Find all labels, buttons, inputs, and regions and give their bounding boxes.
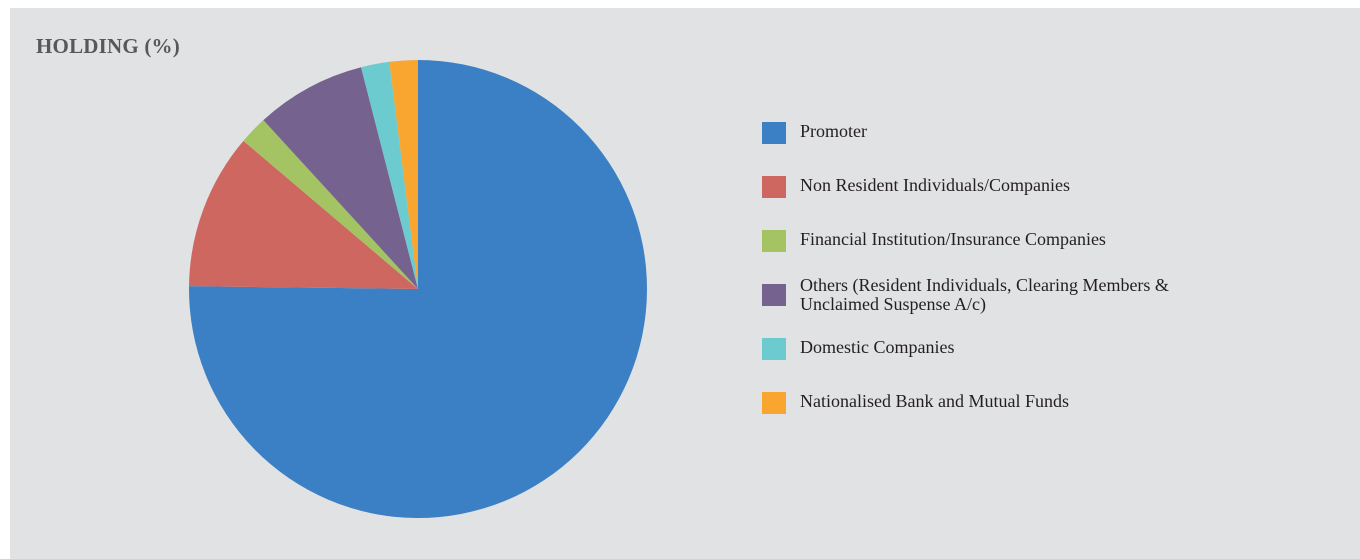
legend-swatch: [762, 392, 786, 414]
legend-label: Others (Resident Individuals, Clearing M…: [800, 276, 1169, 314]
legend-label: Financial Institution/Insurance Companie…: [800, 229, 1106, 249]
chart-title: HOLDING (%): [36, 34, 180, 58]
pie-slice-5: [361, 61, 418, 290]
legend-swatch: [762, 284, 786, 306]
pie-slice-4: [263, 67, 418, 289]
pie-slice-2: [189, 140, 418, 289]
legend-swatch: [762, 338, 786, 360]
legend-label-line: Unclaimed Suspense A/c): [800, 294, 986, 314]
pie-slice-3: [243, 120, 418, 289]
pie-slice-6: [389, 60, 418, 289]
legend-label: Promoter: [800, 121, 867, 141]
pie-chart: [189, 60, 647, 518]
legend-swatch: [762, 230, 786, 252]
legend-label: Nationalised Bank and Mutual Funds: [800, 391, 1069, 411]
chart-panel: HOLDING (%) Promoter Non Resident Individ…: [10, 8, 1360, 559]
legend-label: Non Resident Individuals/Companies: [800, 175, 1070, 195]
legend-swatch: [762, 122, 786, 144]
legend-label: Domestic Companies: [800, 337, 955, 357]
legend-label-line: Others (Resident Individuals, Clearing M…: [800, 275, 1169, 295]
legend-swatch: [762, 176, 786, 198]
